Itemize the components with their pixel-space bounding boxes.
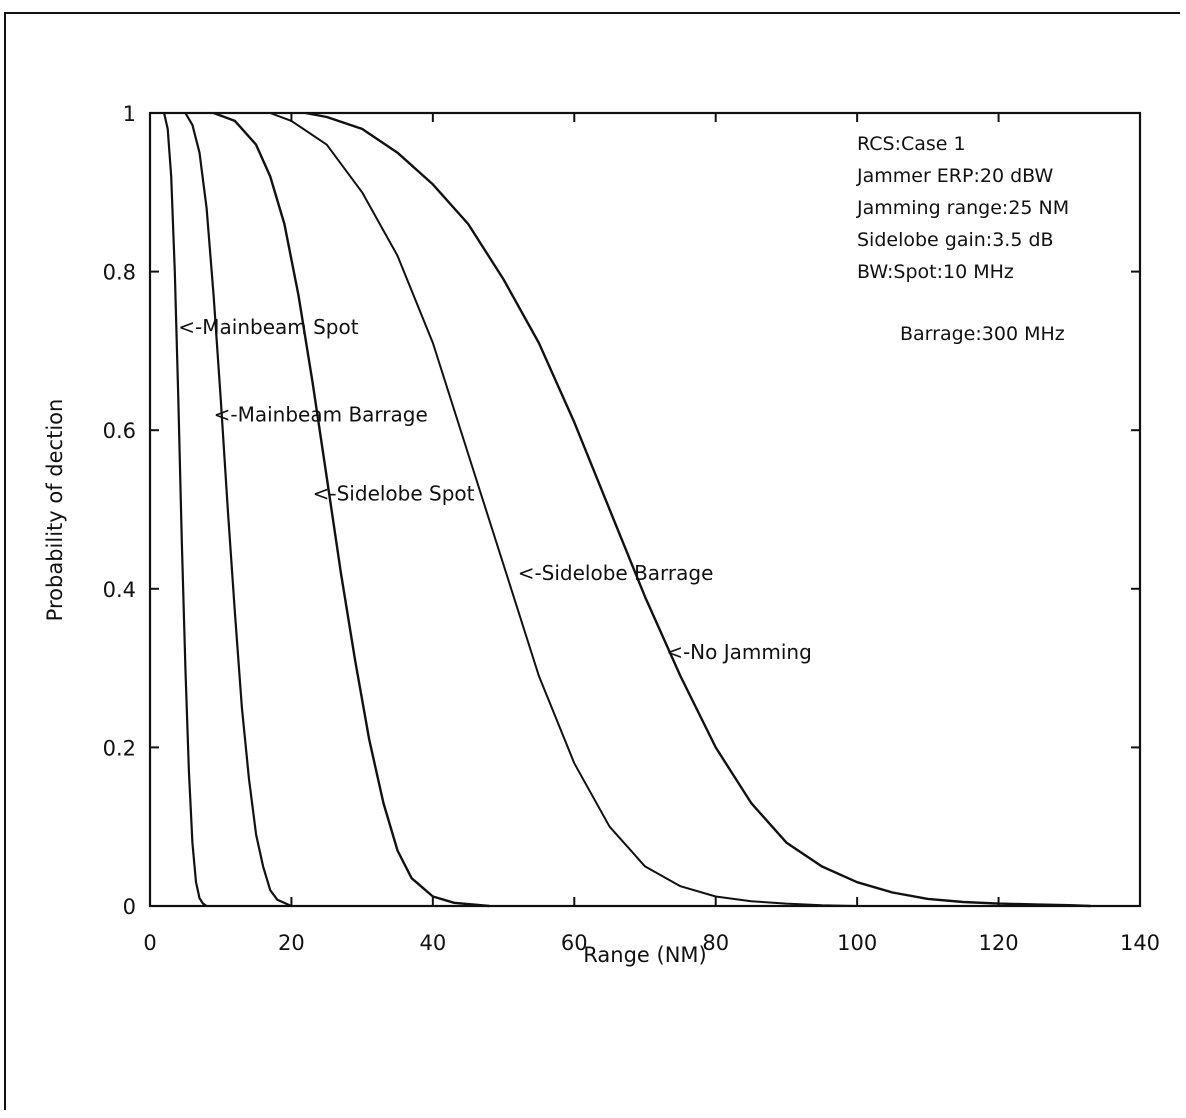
curve-labels: <-Mainbeam Spot <-Mainbeam Barrage <-Sidel… — [178, 315, 812, 664]
series-line-1 — [184, 112, 292, 908]
x-tick-label-3: 60 — [561, 931, 588, 955]
annotation-barrage: Barrage:300 MHz — [900, 323, 1065, 345]
annotation-sidelobe-gain: Sidelobe gain:3.5 dB — [857, 229, 1054, 251]
axis-ticks — [149, 112, 1141, 907]
annotation-bw-spot: BW:Spot:10 MHz — [857, 261, 1014, 283]
series-label-1: <-Mainbeam Barrage — [214, 402, 428, 426]
y-axis-label: Probability of dection — [43, 399, 67, 622]
x-axis-label: Range (NM) — [583, 943, 706, 967]
x-tick-label-7: 140 — [1120, 931, 1160, 955]
annotation-block: RCS:Case 1 Jammer ERP:20 dBW Jamming ran… — [856, 133, 1069, 345]
series-line-3 — [269, 112, 858, 907]
annotation-jammer-erp: Jammer ERP:20 dBW — [856, 165, 1054, 187]
x-tick-label-1: 20 — [278, 931, 305, 955]
x-tick-label-6: 120 — [979, 931, 1019, 955]
series-line-2 — [213, 111, 490, 908]
series-label-2: <-Sidelobe Spot — [313, 482, 475, 506]
y-tick-label-5: 1 — [123, 102, 136, 126]
series-label-0: <-Mainbeam Spot — [178, 315, 358, 339]
x-tick-label-0: 0 — [143, 931, 156, 955]
y-tick-label-3: 0.6 — [103, 419, 136, 443]
y-tick-label-1: 0.2 — [103, 736, 136, 760]
plot-area — [148, 111, 1142, 908]
series-label-4: <-No Jamming — [666, 640, 812, 664]
axis-tick-labels: 0 20 40 60 80 100 120 140 0 0.2 0.4 0.6 0.8 1 — [103, 102, 1160, 955]
y-tick-label-4: 0.8 — [103, 261, 136, 285]
series-line-4 — [305, 111, 1091, 908]
x-tick-label-4: 80 — [702, 931, 729, 955]
x-tick-label-2: 40 — [419, 931, 446, 955]
annotation-jamming-range: Jamming range:25 NM — [856, 197, 1069, 219]
curves — [163, 111, 1091, 908]
y-tick-label-0: 0 — [123, 895, 136, 919]
x-tick-label-5: 100 — [837, 931, 877, 955]
y-tick-label-2: 0.4 — [103, 578, 136, 602]
series-line-0 — [163, 112, 208, 907]
series-label-3: <-Sidelobe Barrage — [518, 561, 714, 585]
annotation-rcs: RCS:Case 1 — [857, 133, 966, 155]
